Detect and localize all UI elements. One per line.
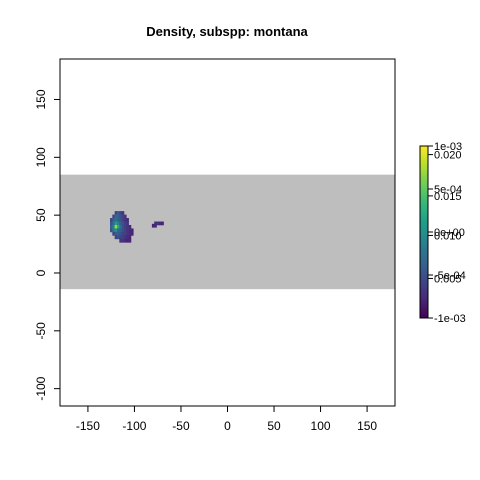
y-tick-label: 100	[34, 147, 48, 167]
density-cell	[122, 218, 125, 222]
density-cell	[112, 225, 115, 229]
y-tick-label: -100	[34, 376, 48, 400]
density-cell	[124, 239, 127, 243]
density-cell	[126, 228, 129, 232]
density-cell	[115, 235, 118, 239]
density-cell	[126, 235, 129, 239]
density-cell	[117, 222, 120, 226]
density-cell	[124, 232, 127, 236]
density-cell	[119, 211, 122, 215]
density-cell	[124, 222, 127, 226]
x-tick-label: -100	[122, 419, 146, 433]
density-cell	[129, 228, 132, 232]
density-cell	[112, 222, 115, 226]
y-tick-label: 0	[34, 269, 48, 276]
plot-area	[60, 175, 395, 290]
density-cell	[152, 224, 155, 228]
colorbar	[420, 146, 428, 318]
density-cell	[126, 239, 129, 243]
density-cell	[126, 218, 129, 222]
density-cell	[159, 222, 162, 226]
color-legend: 1e-030.0205e-040.0150e+000.010-5e-040.00…	[420, 141, 466, 325]
density-cell	[122, 222, 125, 226]
density-cell	[115, 222, 118, 226]
density-cell	[119, 215, 122, 219]
density-cell	[115, 232, 118, 236]
density-cell	[154, 224, 157, 228]
density-cell	[110, 222, 113, 226]
legend-tick-label: 0.010	[434, 230, 462, 242]
density-cell	[122, 239, 125, 243]
density-cell	[115, 228, 118, 232]
density-cell	[126, 225, 129, 229]
density-cell	[119, 239, 122, 243]
density-cell	[129, 239, 132, 243]
legend-tick-label: 0.020	[434, 150, 462, 162]
density-cell	[117, 218, 120, 222]
density-cell	[119, 232, 122, 236]
density-cell	[117, 215, 120, 219]
density-cell	[124, 218, 127, 222]
density-cell	[129, 225, 132, 229]
chart-title: Density, subspp: montana	[146, 24, 308, 39]
density-cell	[119, 218, 122, 222]
density-cell	[124, 215, 127, 219]
y-tick-label: 150	[34, 89, 48, 109]
density-cell	[110, 225, 113, 229]
density-cell	[119, 235, 122, 239]
density-cell	[117, 235, 120, 239]
density-cell	[115, 211, 118, 215]
x-tick-label: 150	[357, 419, 377, 433]
density-cell	[122, 211, 125, 215]
density-cell	[161, 222, 164, 226]
density-cell	[124, 235, 127, 239]
density-cell	[157, 222, 160, 226]
density-cell	[119, 228, 122, 232]
density-cell	[117, 232, 120, 236]
density-cell	[131, 232, 134, 236]
density-cell	[115, 218, 118, 222]
density-cell	[110, 228, 113, 232]
density-cell	[110, 218, 113, 222]
density-cell	[129, 232, 132, 236]
density-cell	[112, 228, 115, 232]
density-cell	[117, 211, 120, 215]
density-cell	[112, 215, 115, 219]
density-cell	[126, 232, 129, 236]
x-tick-label: 100	[311, 419, 331, 433]
density-cell	[119, 222, 122, 226]
density-cell	[131, 228, 134, 232]
density-cell	[117, 228, 120, 232]
density-cell	[115, 215, 118, 219]
x-tick-label: 0	[224, 419, 231, 433]
density-cell	[122, 235, 125, 239]
density-cell	[129, 235, 132, 239]
x-tick-label: -50	[172, 419, 190, 433]
density-cell	[122, 215, 125, 219]
density-cell	[126, 222, 129, 226]
density-cell	[117, 225, 120, 229]
x-tick-label: -150	[76, 419, 100, 433]
legend-tick-label: -1e-03	[434, 313, 466, 325]
density-cell	[119, 225, 122, 229]
density-cell	[122, 225, 125, 229]
density-cell	[124, 228, 127, 232]
density-cell	[122, 232, 125, 236]
y-tick-label: -50	[34, 322, 48, 340]
y-tick-label: 50	[34, 208, 48, 222]
density-cell	[115, 225, 118, 229]
legend-tick-label: 0.015	[434, 191, 462, 203]
density-cell	[124, 225, 127, 229]
legend-tick-label: 0.005	[434, 273, 462, 285]
density-cell	[112, 232, 115, 236]
x-tick-label: 50	[267, 419, 281, 433]
density-cell	[112, 218, 115, 222]
density-cell	[122, 228, 125, 232]
